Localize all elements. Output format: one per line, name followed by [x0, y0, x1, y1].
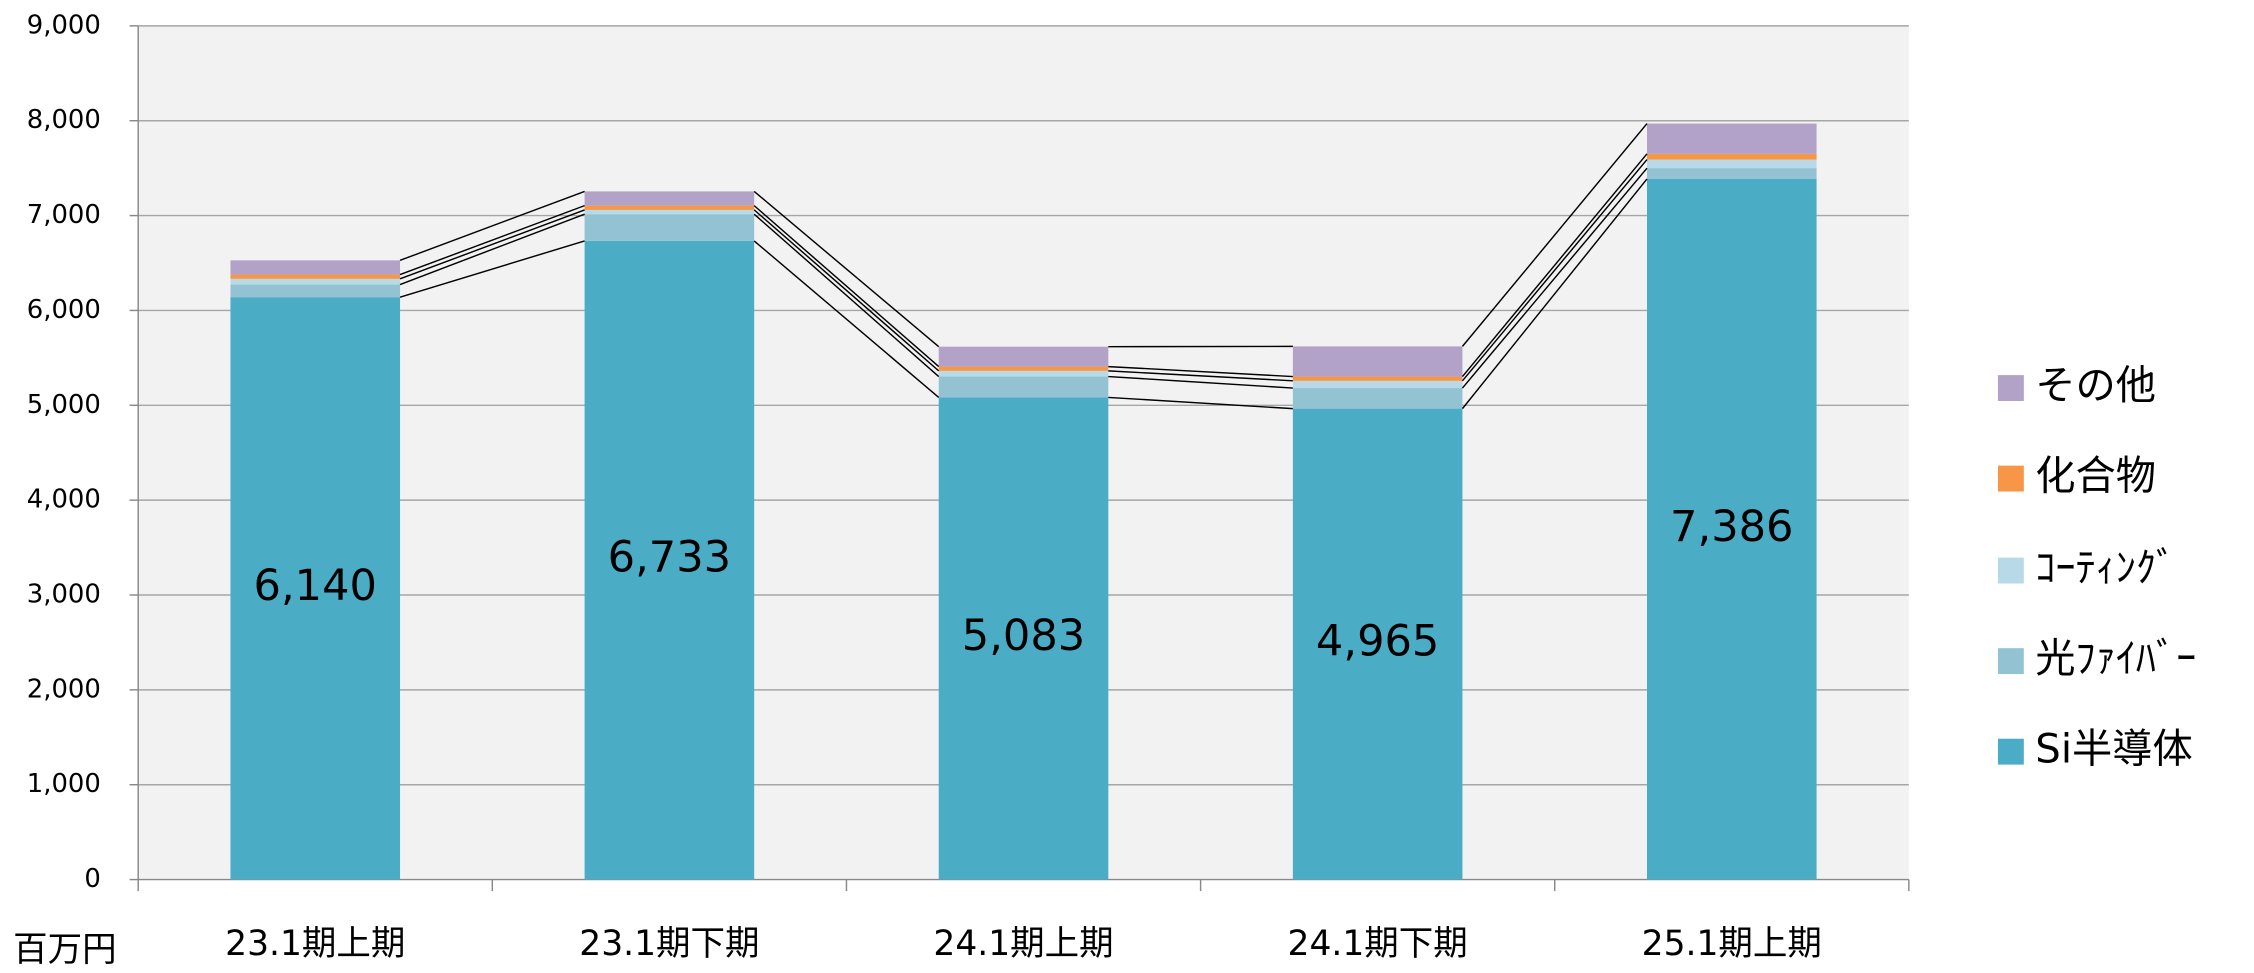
bar-segment	[938, 376, 1109, 398]
y-tick-label: 1,000	[27, 769, 101, 799]
data-label: 4,965	[1316, 617, 1439, 667]
y-tick-label: 7,000	[27, 200, 101, 230]
bar-segment	[1292, 408, 1463, 880]
legend-swatch	[1997, 465, 2024, 492]
x-tick-label: 23.1期上期	[225, 924, 405, 964]
x-tick-label: 24.1期上期	[933, 924, 1113, 964]
bar-segment	[584, 205, 755, 210]
y-tick-label: 4,000	[27, 485, 101, 515]
series-connector	[1108, 365, 1293, 378]
bar-segment	[938, 397, 1109, 880]
series-connector	[1108, 396, 1293, 410]
y-tick-label: 8,000	[27, 105, 101, 135]
series-connector	[1461, 178, 1648, 410]
bar-segment	[230, 274, 401, 279]
bar-segment	[1646, 159, 1817, 169]
bar-segment	[938, 370, 1109, 377]
legend-swatch	[1997, 648, 2024, 675]
series-connector	[1461, 153, 1648, 378]
legend-swatch	[1997, 557, 2024, 584]
y-tick-label: 9,000	[27, 10, 101, 40]
bar-segment	[230, 278, 401, 285]
bar-segment	[230, 297, 401, 880]
series-connector	[1108, 375, 1293, 389]
bar-segment	[584, 209, 755, 215]
bar-segment	[1646, 168, 1817, 179]
series-connector	[753, 240, 940, 398]
bar-segment	[584, 214, 755, 241]
legend-label: 光ﾌｧｲﾊﾞｰ	[2035, 636, 2196, 682]
x-tick-label: 23.1期下期	[579, 924, 759, 964]
series-connector	[753, 190, 940, 348]
series-connector	[399, 204, 585, 276]
y-tick-label: 3,000	[27, 580, 101, 610]
bar-segment	[1292, 388, 1463, 409]
data-label: 5,083	[962, 611, 1085, 661]
series-connector	[1461, 159, 1648, 382]
series-connector	[753, 209, 940, 372]
bar-segment	[1292, 380, 1463, 389]
series-connector	[1108, 370, 1293, 382]
y-axis-unit: 百万円	[13, 930, 116, 970]
bar-segment	[938, 366, 1109, 371]
legend-swatch	[1997, 738, 2024, 765]
series-connector	[1461, 123, 1648, 347]
data-label: 7,386	[1670, 502, 1793, 552]
series-connector	[399, 213, 585, 286]
y-tick-label: 0	[84, 864, 100, 894]
bar-segment	[584, 191, 755, 206]
y-tick-label: 6,000	[27, 295, 101, 325]
series-connector	[753, 205, 940, 368]
bar-segment	[1292, 376, 1463, 381]
y-tick-label: 2,000	[27, 674, 101, 704]
legend-label: Si半導体	[2035, 727, 2192, 773]
y-tick-label: 5,000	[27, 390, 101, 420]
series-connector	[399, 190, 585, 262]
legend-label: ｺｰﾃｨﾝｸﾞ	[2035, 546, 2176, 592]
bar-segment	[230, 260, 401, 275]
series-connector	[399, 209, 585, 280]
legend-label: 化合物	[2035, 454, 2156, 500]
bar-segment	[1646, 178, 1817, 880]
data-label: 6,733	[608, 533, 731, 583]
bar-segment	[1646, 153, 1817, 160]
bar-segment	[230, 284, 401, 298]
bar-segment	[1292, 346, 1463, 377]
series-connector	[399, 240, 585, 298]
legend-label: その他	[2035, 363, 2156, 409]
series-connector	[753, 213, 940, 378]
legend-swatch	[1997, 375, 2024, 401]
x-tick-label: 25.1期上期	[1642, 924, 1822, 964]
series-connector	[1461, 167, 1648, 389]
bar-segment	[1646, 123, 1817, 154]
bar-segment	[584, 240, 755, 880]
x-tick-label: 24.1期下期	[1288, 924, 1468, 964]
bar-segment	[938, 346, 1109, 367]
data-label: 6,140	[254, 561, 377, 611]
